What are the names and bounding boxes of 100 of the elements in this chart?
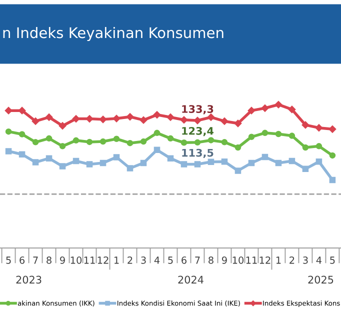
- chart-title: n Indeks Keyakinan Konsumen: [3, 26, 224, 42]
- x-tick-label: 10: [232, 256, 244, 264]
- text: 2025: [308, 276, 334, 284]
- point: [302, 166, 309, 172]
- x-tick-label: 1: [276, 256, 281, 264]
- point: [166, 114, 174, 121]
- point: [46, 155, 52, 162]
- point: [18, 131, 26, 138]
- point: [46, 135, 52, 142]
- x-tick-label: 5: [168, 256, 173, 264]
- point: [58, 122, 66, 130]
- point: [45, 114, 53, 121]
- point: [86, 115, 94, 122]
- point: [4, 106, 12, 114]
- point: [328, 126, 336, 133]
- point: [315, 124, 323, 132]
- text: 2023: [16, 276, 42, 284]
- point: [288, 132, 296, 139]
- point: [32, 139, 39, 146]
- point: [248, 106, 256, 114]
- point: [72, 137, 80, 144]
- point: [316, 143, 322, 150]
- x-tick-label: 3: [303, 256, 308, 264]
- point: [18, 106, 26, 114]
- point: [59, 143, 66, 150]
- data-label: 123,4: [182, 126, 214, 136]
- point: [288, 106, 296, 114]
- point: [302, 121, 310, 129]
- point: [220, 118, 228, 125]
- x-tick-label: 8: [46, 256, 52, 264]
- point: [180, 161, 188, 168]
- point: [100, 138, 106, 145]
- point: [234, 120, 242, 128]
- point: [194, 161, 201, 168]
- point: [221, 139, 228, 146]
- point: [5, 148, 12, 154]
- point: [329, 176, 336, 184]
- x-tick-label: 11: [246, 256, 257, 264]
- point: [113, 136, 120, 142]
- point: [275, 130, 282, 138]
- point: [248, 134, 255, 140]
- point: [234, 144, 242, 151]
- point: [167, 135, 174, 142]
- point: [208, 158, 214, 165]
- x-tick-label: 9: [222, 256, 227, 264]
- point: [112, 114, 120, 122]
- point: [221, 158, 228, 165]
- x-tick-label: 10: [70, 256, 82, 264]
- point: [275, 160, 282, 166]
- point: [99, 116, 107, 124]
- point: [126, 140, 134, 146]
- point: [194, 139, 201, 146]
- point: [261, 104, 269, 112]
- point: [329, 152, 336, 159]
- data-label: 133,3: [182, 105, 214, 114]
- x-tick-label: 7: [195, 256, 200, 264]
- x-tick-label: 4: [316, 256, 322, 264]
- point: [18, 151, 26, 158]
- x-tick-label: 3: [141, 256, 146, 264]
- point: [32, 159, 39, 166]
- point: [262, 130, 268, 136]
- x-tick-label: 12: [260, 256, 270, 264]
- point: [140, 160, 147, 166]
- point: [86, 138, 93, 146]
- x-tick-label: 6: [182, 256, 186, 264]
- x-tick-label: 5: [6, 256, 11, 264]
- point: [180, 116, 188, 124]
- x-tick-label: 2: [290, 256, 294, 264]
- point: [302, 144, 309, 151]
- x-tick-label: 9: [60, 256, 65, 264]
- point: [72, 115, 80, 122]
- point: [32, 118, 40, 125]
- x-tick-label: 6: [20, 256, 25, 264]
- x-tick-label: 8: [208, 256, 214, 264]
- point: [316, 158, 322, 165]
- point: [86, 161, 93, 168]
- point: [262, 154, 268, 160]
- x-tick-label: 5: [330, 256, 335, 264]
- point: [140, 116, 148, 124]
- point: [274, 100, 282, 108]
- x-tick-label: 1: [114, 256, 119, 264]
- point: [288, 158, 296, 164]
- x-tick-label: 12: [98, 256, 108, 264]
- point: [154, 130, 160, 136]
- point: [126, 113, 134, 120]
- x-tick-label: 4: [154, 256, 160, 264]
- point: [154, 146, 160, 154]
- x-tick-label: 11: [84, 256, 95, 264]
- text: 2024: [178, 276, 204, 284]
- point: [5, 128, 12, 135]
- point: [208, 137, 214, 144]
- point: [167, 155, 174, 162]
- point: [72, 158, 80, 164]
- point: [140, 138, 147, 145]
- point: [180, 140, 188, 146]
- point: [100, 160, 106, 166]
- point: [126, 165, 134, 172]
- point: [153, 111, 161, 118]
- point: [59, 163, 66, 170]
- data-label: 113,5: [182, 148, 214, 158]
